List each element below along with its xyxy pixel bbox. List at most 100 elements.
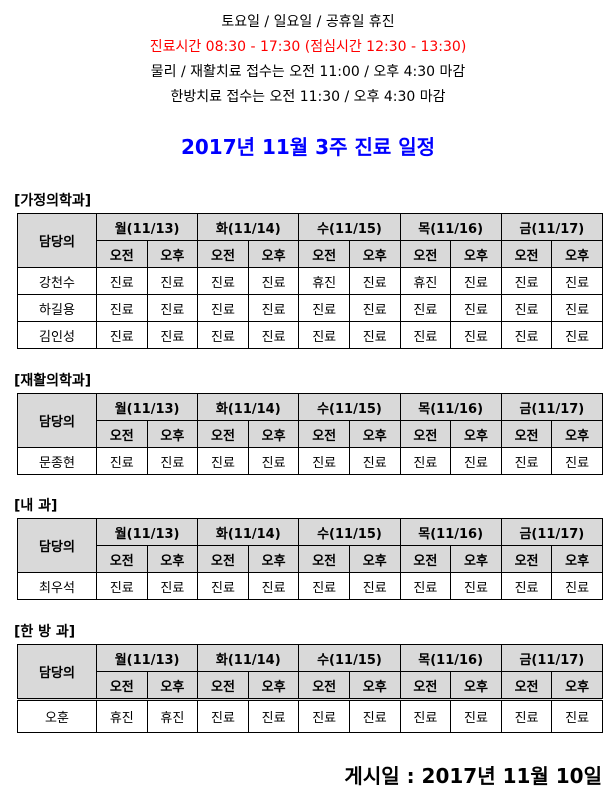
schedule-cell: 진료 xyxy=(500,294,553,322)
schedule-cell: 진료 xyxy=(551,267,603,295)
am-header: 오전 xyxy=(298,545,350,573)
schedule-cell: 진료 xyxy=(197,294,249,322)
schedule-cell: 진료 xyxy=(551,698,603,733)
doctor-name: 최우석 xyxy=(17,572,97,600)
am-header: 오전 xyxy=(500,420,553,448)
table-row: 김인성 진료 진료 진료 진료 진료 진료 진료 진료 진료 진료 xyxy=(17,321,603,349)
schedule-cell: 진료 xyxy=(197,321,249,349)
pm-header: 오후 xyxy=(450,545,502,573)
pm-header: 오후 xyxy=(146,420,199,448)
schedule-table: 담당의 월(11/13) 화(11/14) 수(11/15) 목(11/16) 금(11/… xyxy=(17,393,603,475)
day-header: 화(11/14) xyxy=(197,393,300,421)
clinic-hours-notice: 진료시간 08:30 - 17:30 (점심시간 12:30 - 13:30) xyxy=(149,39,467,55)
schedule-cell: 진료 xyxy=(197,572,249,600)
pm-header: 오후 xyxy=(348,545,401,573)
table-row: 최우석 진료 진료 진료 진료 진료 진료 진료 진료 진료 진료 xyxy=(17,572,603,600)
day-header: 목(11/16) xyxy=(399,393,502,421)
schedule-cell: 진료 xyxy=(500,572,553,600)
schedule-cell: 진료 xyxy=(298,321,350,349)
pm-header: 오후 xyxy=(146,240,199,268)
department-label: [재활의학과] xyxy=(14,373,92,389)
doctor-name: 강천수 xyxy=(17,267,97,295)
am-header: 오전 xyxy=(298,420,350,448)
pm-header: 오후 xyxy=(247,240,300,268)
pm-header: 오후 xyxy=(551,671,603,700)
day-header: 목(11/16) xyxy=(399,518,502,546)
schedule-cell: 진료 xyxy=(348,321,401,349)
am-header: 오전 xyxy=(500,671,553,700)
schedule-table: 담당의 월(11/13) 화(11/14) 수(11/15) 목(11/16) 금(11/… xyxy=(17,518,603,600)
schedule-cell: 진료 xyxy=(298,447,350,475)
am-header: 오전 xyxy=(96,671,148,700)
department-label: [한 방 과] xyxy=(14,624,76,640)
schedule-cell: 진료 xyxy=(146,572,199,600)
schedule-cell: 진료 xyxy=(348,294,401,322)
day-header: 목(11/16) xyxy=(399,213,502,241)
schedule-cell: 진료 xyxy=(247,321,300,349)
am-header: 오전 xyxy=(96,420,148,448)
doctor-name: 하길용 xyxy=(17,294,97,322)
day-header: 월(11/13) xyxy=(95,518,199,546)
table-row: 강천수 진료 진료 진료 진료 휴진 진료 휴진 진료 진료 진료 xyxy=(17,267,603,295)
department-label: [가정의학과] xyxy=(14,193,92,209)
schedule-cell: 진료 xyxy=(298,572,350,600)
doctor-header: 담당의 xyxy=(17,518,97,573)
schedule-cell: 진료 xyxy=(500,321,553,349)
pm-header: 오후 xyxy=(247,671,300,700)
schedule-cell: 진료 xyxy=(96,447,148,475)
department-label: [내 과] xyxy=(14,498,58,514)
day-header: 금(11/17) xyxy=(500,393,603,421)
doctor-header: 담당의 xyxy=(17,393,97,448)
schedule-cell: 진료 xyxy=(247,698,300,733)
schedule-cell: 진료 xyxy=(146,321,199,349)
schedule-cell: 진료 xyxy=(348,447,401,475)
day-header: 수(11/15) xyxy=(298,518,401,546)
schedule-cell: 휴진 xyxy=(399,267,452,295)
doctor-header: 담당의 xyxy=(17,213,97,268)
table-row: 오훈 휴진 휴진 진료 진료 진료 진료 진료 진료 진료 진료 xyxy=(17,698,603,733)
schedule-cell: 진료 xyxy=(450,321,502,349)
day-header: 수(11/15) xyxy=(298,393,401,421)
day-header: 화(11/14) xyxy=(197,518,300,546)
schedule-cell: 휴진 xyxy=(96,698,148,733)
am-header: 오전 xyxy=(197,671,249,700)
schedule-cell: 진료 xyxy=(146,447,199,475)
schedule-cell: 진료 xyxy=(298,294,350,322)
day-header: 수(11/15) xyxy=(298,644,401,672)
posting-date: 게시일 : 2017년 11월 10일 xyxy=(344,764,602,788)
schedule-cell: 진료 xyxy=(96,572,148,600)
schedule-cell: 진료 xyxy=(197,447,249,475)
day-header: 월(11/13) xyxy=(95,393,199,421)
schedule-cell: 진료 xyxy=(399,294,452,322)
pm-header: 오후 xyxy=(450,240,502,268)
schedule-cell: 진료 xyxy=(551,447,603,475)
table-row: 하길용 진료 진료 진료 진료 진료 진료 진료 진료 진료 진료 xyxy=(17,294,603,322)
am-header: 오전 xyxy=(399,240,452,268)
schedule-cell: 진료 xyxy=(197,698,249,733)
schedule-cell: 진료 xyxy=(500,698,553,733)
day-header: 수(11/15) xyxy=(298,213,401,241)
schedule-cell: 진료 xyxy=(146,294,199,322)
schedule-table: 담당의 월(11/13) 화(11/14) 수(11/15) 목(11/16) 금(11/… xyxy=(17,213,603,349)
schedule-cell: 진료 xyxy=(450,698,502,733)
day-header: 금(11/17) xyxy=(500,644,603,672)
day-header: 금(11/17) xyxy=(500,213,603,241)
pm-header: 오후 xyxy=(146,545,199,573)
schedule-cell: 진료 xyxy=(450,447,502,475)
pm-header: 오후 xyxy=(247,545,300,573)
schedule-cell: 진료 xyxy=(247,267,300,295)
schedule-cell: 진료 xyxy=(197,267,249,295)
schedule-cell: 진료 xyxy=(247,294,300,322)
schedule-cell: 진료 xyxy=(348,698,401,733)
schedule-cell: 진료 xyxy=(551,294,603,322)
schedule-cell: 진료 xyxy=(96,321,148,349)
schedule-cell: 휴진 xyxy=(298,267,350,295)
am-header: 오전 xyxy=(500,240,553,268)
am-header: 오전 xyxy=(197,240,249,268)
schedule-cell: 진료 xyxy=(247,447,300,475)
pm-header: 오후 xyxy=(146,671,199,700)
am-header: 오전 xyxy=(96,545,148,573)
schedule-cell: 진료 xyxy=(348,267,401,295)
schedule-cell: 진료 xyxy=(399,572,452,600)
pm-header: 오후 xyxy=(348,671,401,700)
